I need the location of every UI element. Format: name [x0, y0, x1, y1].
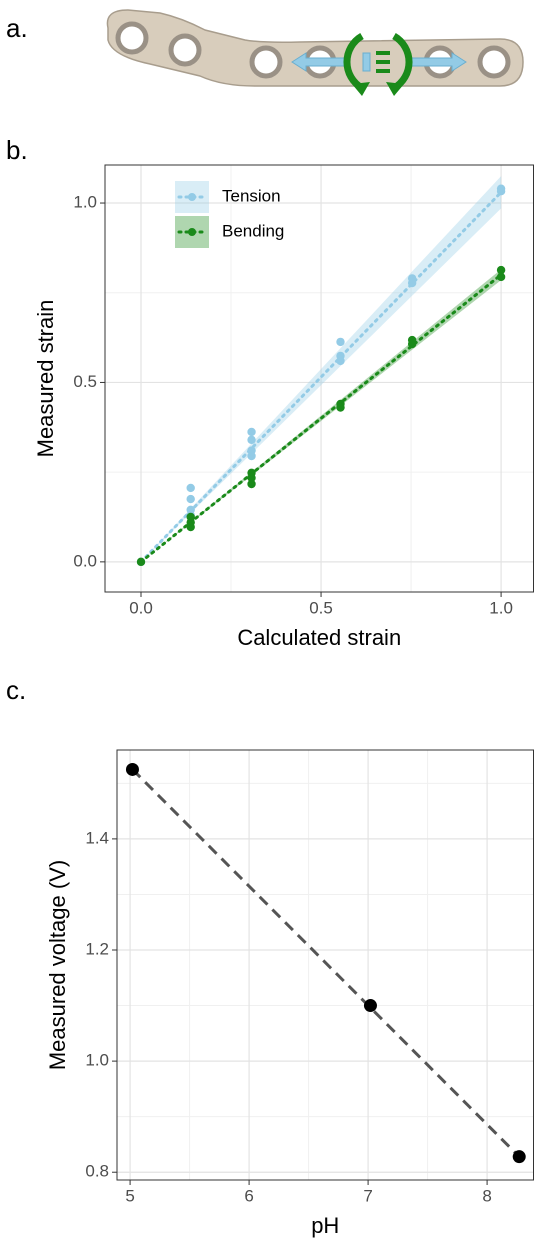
x-axis-title: pH	[311, 1213, 339, 1238]
point	[186, 494, 195, 504]
bone-plate-diagram	[106, 9, 524, 96]
arrow-heads	[352, 82, 404, 96]
point	[247, 435, 256, 445]
y-tick-label: 0.8	[85, 1162, 109, 1181]
gauge-lines	[376, 51, 390, 73]
legend-point	[188, 228, 196, 236]
plot-border	[116, 749, 534, 1181]
y-tick-label: 0.0	[73, 551, 97, 570]
x-axis-title: Calculated strain	[237, 625, 401, 650]
y-axis-title: Measured strain	[33, 300, 58, 458]
point	[336, 337, 345, 347]
y-tick-label: 0.5	[73, 372, 97, 391]
y-axis-title: Measured voltage (V)	[45, 860, 70, 1070]
point	[247, 427, 256, 437]
panel-label: a.	[6, 13, 28, 43]
point	[247, 479, 256, 489]
point	[336, 356, 345, 366]
point	[363, 999, 377, 1013]
x-tick-label: 6	[244, 1186, 253, 1205]
point	[136, 557, 146, 567]
point	[496, 186, 506, 196]
x-tick-label: 5	[125, 1186, 134, 1205]
point	[186, 522, 195, 532]
gauge	[362, 52, 371, 72]
point	[186, 483, 195, 493]
point	[407, 278, 417, 288]
x-tick-label: 8	[482, 1186, 491, 1205]
panel-label: c.	[6, 675, 26, 705]
fit-line	[139, 273, 503, 564]
plot-layer	[131, 768, 521, 1158]
y-tick-label: 1.2	[85, 939, 109, 958]
point	[247, 451, 256, 461]
x-tick-label: 0.0	[129, 598, 153, 617]
fit-line	[139, 190, 503, 564]
legend-label: Bending	[222, 221, 284, 240]
point	[512, 1150, 526, 1164]
point	[247, 473, 256, 483]
confidence-band	[141, 176, 502, 562]
legend-label: Tension	[222, 186, 281, 205]
y-tick-label: 1.4	[85, 828, 109, 847]
legend-point	[188, 193, 196, 201]
bending-arrows	[343, 32, 413, 92]
point	[496, 265, 506, 275]
point	[336, 403, 345, 412]
x-tick-label: 1.0	[489, 598, 513, 617]
y-tick-label: 1.0	[73, 193, 97, 212]
point	[125, 762, 139, 776]
point	[496, 272, 506, 282]
panel-label: b.	[6, 135, 28, 165]
fit-line	[131, 768, 521, 1158]
x-tick-label: 0.5	[309, 598, 333, 617]
x-tick-label: 7	[363, 1186, 372, 1205]
point	[407, 339, 417, 349]
y-tick-label: 1.0	[85, 1051, 109, 1070]
